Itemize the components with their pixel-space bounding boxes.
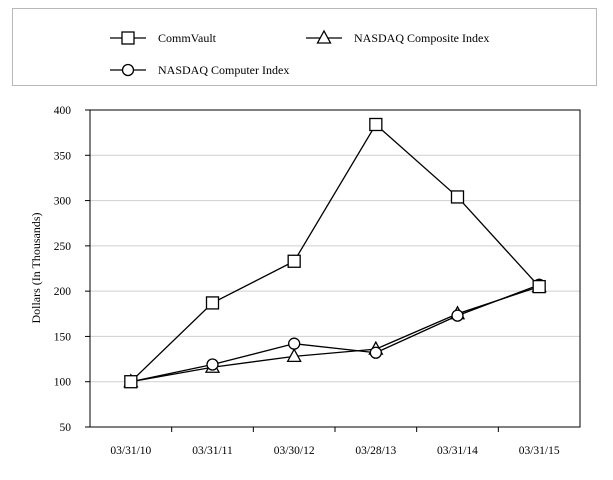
x-tick-label: 03/31/11 [192, 445, 233, 457]
data-point-commvault [450, 190, 465, 204]
data-point-nasdaq-composite-index [286, 347, 302, 363]
legend-marker [121, 31, 135, 45]
data-point-nasdaq-computer-index [451, 309, 464, 322]
y-axis-ticks: 50 100 150 200 250 300 350 400 [54, 105, 90, 434]
y-tick-label: 400 [54, 105, 72, 117]
series-line-commvault [130, 123, 540, 383]
series-line-nasdaq-computer-index [130, 284, 540, 383]
x-tick-label: 03/31/14 [437, 445, 478, 457]
x-axis-ticks: 03/31/10 03/31/11 03/30/12 03/28/13 03/31/14… [110, 427, 560, 457]
data-point-commvault [205, 296, 220, 310]
data-point-nasdaq-computer-index [288, 337, 301, 350]
data-point-commvault [369, 117, 383, 132]
legend-label: NASDAQ Computer Index [158, 63, 289, 77]
data-point-commvault [532, 279, 546, 294]
y-tick-label: 100 [54, 377, 72, 389]
axes [89, 109, 581, 428]
x-tick-label: 03/28/13 [355, 445, 396, 457]
data-point-commvault [124, 375, 138, 389]
y-tick-label: 50 [60, 422, 72, 434]
x-tick-label: 03/31/15 [519, 445, 560, 457]
y-tick-label: 250 [54, 241, 72, 253]
data-point-nasdaq-computer-index [369, 346, 382, 359]
legend-item: NASDAQ Composite Index [306, 29, 489, 45]
plot-area-frame [89, 109, 581, 428]
legend: CommVault NASDAQ Composite Index NASDAQ Co… [110, 29, 489, 77]
legend-marker [121, 63, 135, 77]
y-axis-title: Dollars (In Thousands) [29, 212, 43, 323]
series-line-nasdaq-composite-index [130, 285, 540, 383]
series-commvault [124, 117, 546, 389]
y-tick-label: 350 [54, 150, 72, 162]
legend-marker [316, 29, 332, 44]
legend-frame [12, 8, 597, 86]
y-tick-label: 200 [54, 286, 72, 298]
y-tick-label: 150 [54, 331, 72, 343]
legend-item: NASDAQ Computer Index [110, 63, 289, 77]
legend-label: NASDAQ Composite Index [354, 31, 489, 45]
y-tick-label: 300 [54, 196, 72, 208]
data-point-nasdaq-computer-index [206, 358, 219, 371]
series-lines [123, 117, 547, 389]
grid-lines [90, 154, 580, 383]
legend-item: CommVault [110, 31, 217, 45]
data-point-commvault [287, 254, 301, 268]
series-nasdaq-composite-index [123, 278, 547, 388]
legend-label: CommVault [158, 31, 217, 45]
x-tick-label: 03/30/12 [274, 445, 315, 457]
x-tick-label: 03/31/10 [110, 445, 151, 457]
